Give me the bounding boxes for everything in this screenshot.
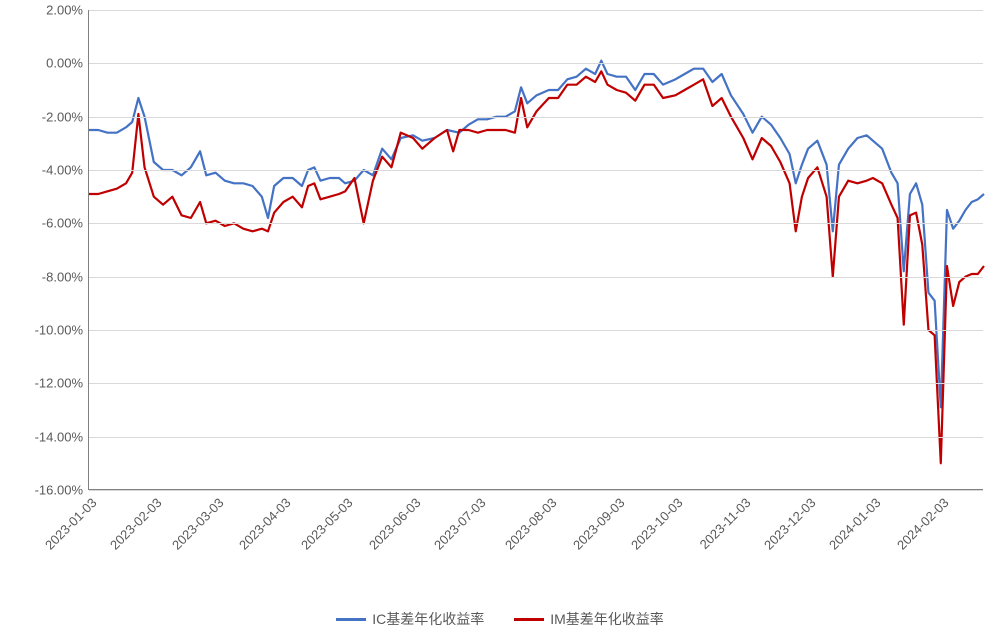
gridline <box>89 63 983 64</box>
xtick-label: 2023-02-03 <box>107 495 165 553</box>
xtick-label: 2023-08-03 <box>502 495 560 553</box>
xtick-label: 2023-05-03 <box>298 495 356 553</box>
gridline <box>89 437 983 438</box>
ytick-label: -10.00% <box>35 323 83 338</box>
ytick-label: -2.00% <box>42 109 83 124</box>
plot-area: 2.00%0.00%-2.00%-4.00%-6.00%-8.00%-10.00… <box>88 10 983 490</box>
xtick-label: 2024-02-03 <box>894 495 952 553</box>
ytick-label: -12.00% <box>35 376 83 391</box>
xtick-label: 2023-11-03 <box>697 495 754 552</box>
xtick-label: 2023-10-03 <box>628 495 686 553</box>
xtick-label: 2024-01-03 <box>826 495 884 553</box>
legend-label: IM基差年化收益率 <box>550 609 664 629</box>
xtick-label: 2023-06-03 <box>366 495 424 553</box>
series-line <box>89 71 984 463</box>
legend-label: IC基差年化收益率 <box>372 609 484 629</box>
ytick-label: -16.00% <box>35 483 83 498</box>
ytick-label: 0.00% <box>46 56 83 71</box>
ytick-label: -6.00% <box>42 216 83 231</box>
ytick-label: 2.00% <box>46 3 83 18</box>
xtick-label: 2023-04-03 <box>236 495 294 553</box>
ytick-label: -8.00% <box>42 269 83 284</box>
xtick-label: 2023-12-03 <box>761 495 819 553</box>
legend-item: IM基差年化收益率 <box>514 609 664 629</box>
gridline <box>89 117 983 118</box>
chart-lines <box>89 10 984 490</box>
xtick-label: 2023-03-03 <box>169 495 227 553</box>
gridline <box>89 383 983 384</box>
gridline <box>89 277 983 278</box>
chart-container: 2.00% 0.00% -2.00% -4.00% -6.00% -8.00% -10.00… <box>0 0 1000 633</box>
legend: IC基差年化收益率 IM基差年化收益率 <box>0 609 1000 629</box>
gridline <box>89 490 983 491</box>
xtick-label: 2023-07-03 <box>431 495 489 553</box>
gridline <box>89 10 983 11</box>
legend-swatch <box>336 618 366 621</box>
xtick-label: 2023-01-03 <box>42 495 100 553</box>
ytick-label: -14.00% <box>35 429 83 444</box>
xtick-label: 2023-09-03 <box>570 495 628 553</box>
gridline <box>89 223 983 224</box>
ytick-label: -4.00% <box>42 163 83 178</box>
legend-item: IC基差年化收益率 <box>336 609 484 629</box>
gridline <box>89 170 983 171</box>
legend-swatch <box>514 618 544 621</box>
gridline <box>89 330 983 331</box>
